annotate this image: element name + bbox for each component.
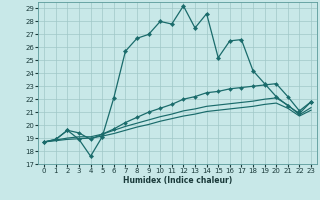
X-axis label: Humidex (Indice chaleur): Humidex (Indice chaleur) bbox=[123, 176, 232, 185]
